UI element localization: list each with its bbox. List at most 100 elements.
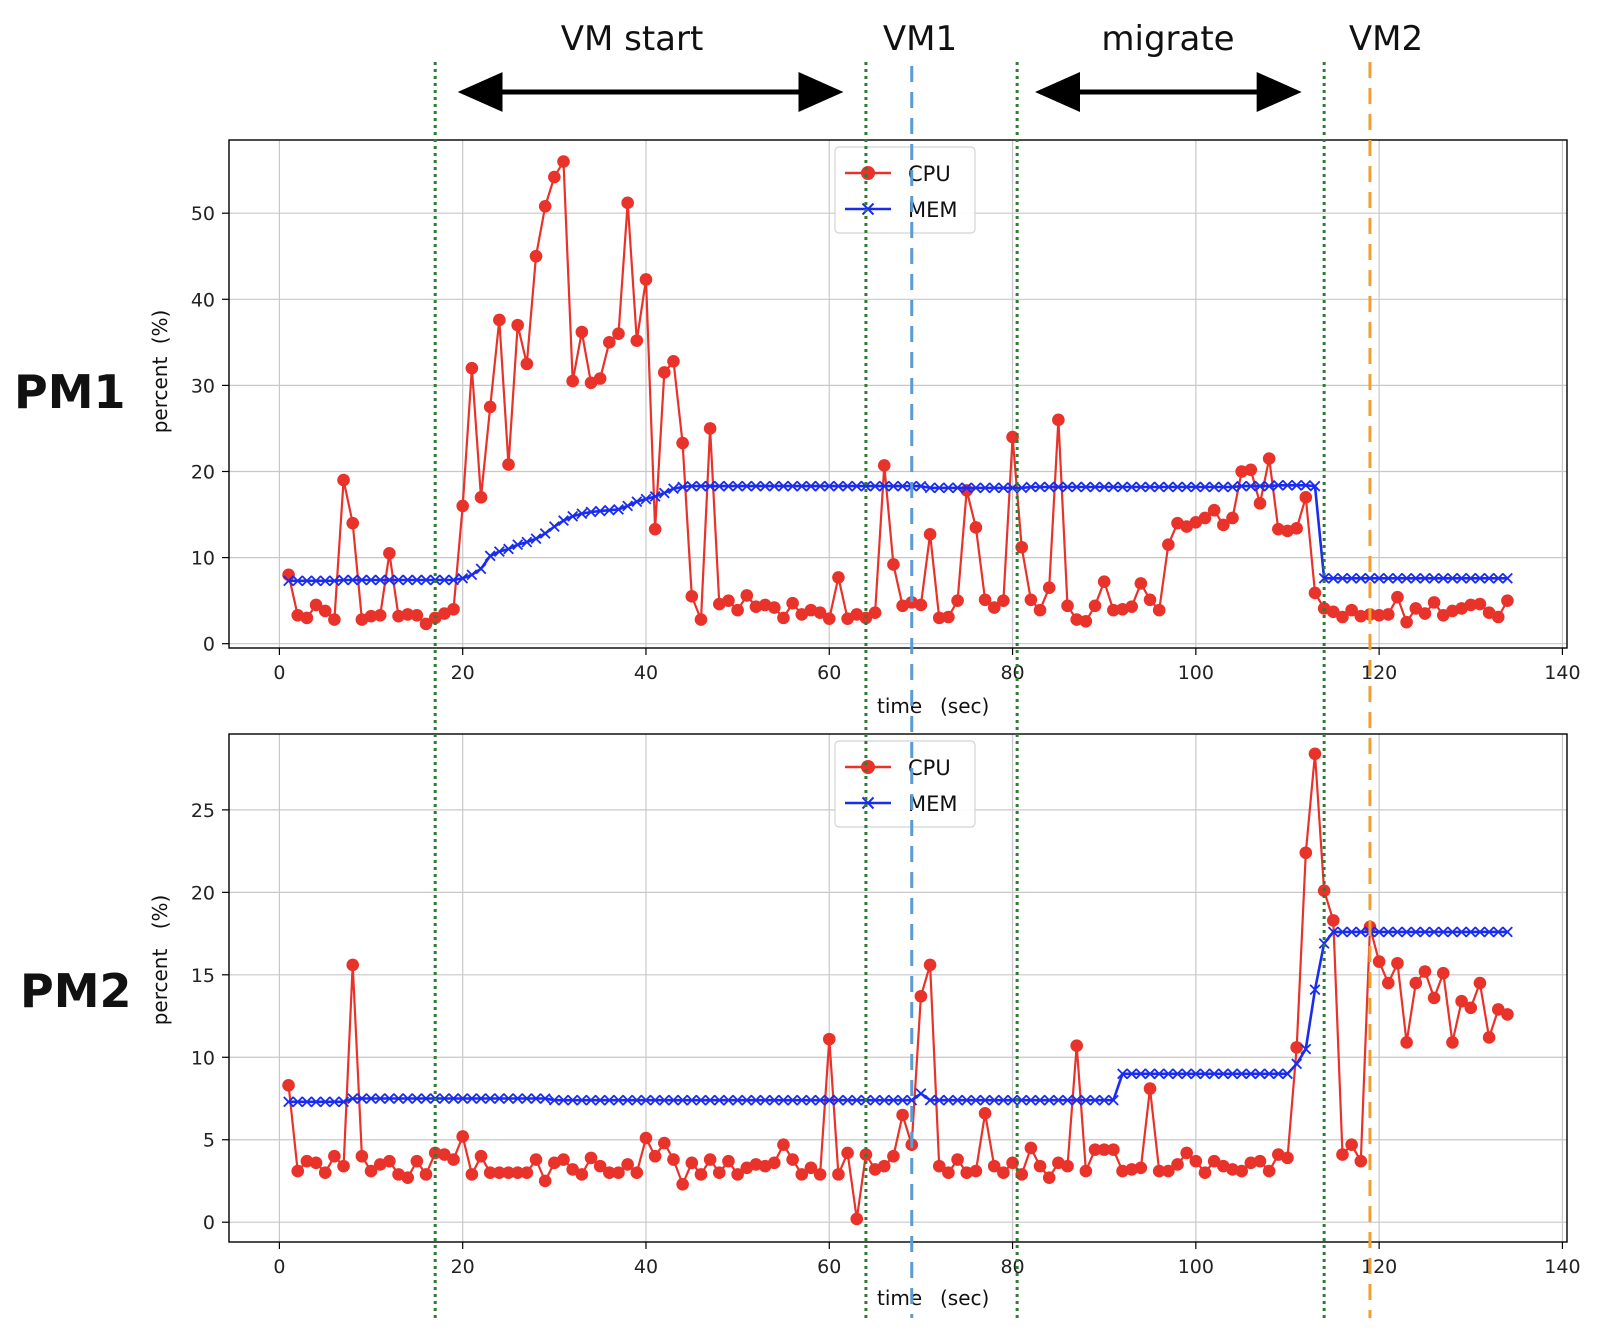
mem-point xyxy=(594,1094,606,1106)
cpu-point xyxy=(648,1149,662,1163)
plot-frame xyxy=(228,733,1568,1243)
plot-frame xyxy=(228,139,1568,649)
mem-point xyxy=(1043,1094,1055,1106)
x-tick-label: 140 xyxy=(1544,1256,1580,1278)
x-tick-label: 80 xyxy=(1000,1256,1024,1278)
mem-point xyxy=(1025,481,1037,493)
mem-point xyxy=(1327,572,1339,584)
cpu-point xyxy=(1042,581,1056,595)
mem-point xyxy=(1309,984,1321,996)
x-tick-label: 0 xyxy=(273,1256,285,1278)
cpu-point xyxy=(1052,413,1065,427)
cpu-point xyxy=(712,1166,726,1180)
cpu-point xyxy=(667,1153,680,1166)
mem-point xyxy=(558,1094,569,1106)
x-tick-label: 80 xyxy=(1000,662,1024,684)
mem-point xyxy=(1107,481,1119,493)
cpu-point xyxy=(401,1171,415,1184)
mem-point xyxy=(1465,572,1477,584)
mem-point xyxy=(457,572,469,584)
mem-point xyxy=(640,1094,652,1106)
cpu-point xyxy=(318,604,332,618)
mem-point xyxy=(475,1093,487,1104)
mem-point xyxy=(402,574,414,586)
mem-point xyxy=(1126,481,1138,493)
ylabel-pm1: percent xyxy=(148,357,172,434)
mem-point xyxy=(411,1093,423,1104)
x-tick-label: 60 xyxy=(817,1256,841,1278)
mem-point xyxy=(1016,1094,1028,1106)
mem-point xyxy=(924,482,936,494)
mem-point xyxy=(1052,481,1064,493)
mem-point xyxy=(741,1094,753,1106)
cpu-point xyxy=(969,1164,983,1178)
series-mem xyxy=(283,926,1513,1108)
mem-point xyxy=(704,480,716,492)
cpu-point xyxy=(282,568,295,582)
cpu-point xyxy=(1033,603,1047,617)
mem-point xyxy=(1208,481,1220,493)
cpu-point xyxy=(300,611,314,625)
cpu-point xyxy=(456,1130,469,1143)
mem-point xyxy=(457,1093,469,1104)
mem-point xyxy=(1401,926,1413,938)
cpu-point xyxy=(364,609,378,623)
mem-point xyxy=(521,1093,533,1104)
cpu-point xyxy=(1290,1041,1303,1054)
mem-point xyxy=(915,480,927,492)
mem-point xyxy=(1153,481,1165,493)
mem-point xyxy=(1199,1068,1211,1080)
mem-point xyxy=(686,480,698,492)
cpu-point xyxy=(1024,593,1038,607)
cpu-point xyxy=(337,1159,350,1173)
legend: CPU MEM xyxy=(834,146,976,234)
mem-point xyxy=(328,575,340,587)
cpu-point xyxy=(511,1166,524,1180)
mem-point xyxy=(622,1094,634,1106)
x-tick-label: 20 xyxy=(451,1256,475,1278)
mem-point xyxy=(438,574,450,586)
cpu-point xyxy=(309,598,323,612)
cpu-point xyxy=(1381,608,1395,621)
mem-point xyxy=(1217,1068,1229,1080)
cpu-point xyxy=(694,1168,708,1181)
cpu-point xyxy=(621,1158,634,1171)
mem-point xyxy=(1346,926,1358,938)
mem-point xyxy=(851,1094,863,1106)
cpu-point xyxy=(1262,452,1276,465)
y-tick-label: 10 xyxy=(191,548,215,570)
mem-point xyxy=(787,1094,799,1106)
mem-point xyxy=(1282,479,1293,491)
mem-point xyxy=(1236,1068,1248,1080)
cpu-point xyxy=(1409,976,1423,990)
cpu-point xyxy=(1134,577,1148,590)
cpu-point xyxy=(997,1166,1010,1180)
mem-point xyxy=(942,1094,954,1106)
mem-point xyxy=(292,575,304,587)
mem-point xyxy=(1263,1068,1275,1080)
mem-point xyxy=(1117,1068,1128,1080)
mem-point xyxy=(1419,572,1431,584)
mem-point xyxy=(1355,926,1367,938)
cpu-point xyxy=(731,603,744,617)
cpu-point xyxy=(786,596,799,610)
mem-point xyxy=(713,480,725,492)
cpu-point xyxy=(1079,1164,1093,1178)
cpu-point xyxy=(841,1146,854,1160)
pm1-chart: 0 20 40 60 80 100 120 140 0 10 20 30 40 50 CPU MEM xyxy=(191,139,1581,684)
cpu-point xyxy=(1372,608,1386,622)
mem-point xyxy=(484,550,496,562)
cpu-point xyxy=(978,1107,992,1120)
cpu-point xyxy=(1409,602,1423,615)
mem-point xyxy=(1392,572,1403,584)
cpu-point xyxy=(538,1174,552,1188)
cpu-point xyxy=(694,613,708,626)
mem-point xyxy=(887,1094,899,1106)
mem-point xyxy=(1465,926,1477,938)
x-tick-label: 140 xyxy=(1544,662,1580,684)
mem-point xyxy=(310,575,322,587)
mem-point xyxy=(521,536,533,548)
cpu-point xyxy=(1134,1161,1148,1175)
cpu-point xyxy=(969,521,983,534)
mem-point xyxy=(1300,1043,1312,1055)
